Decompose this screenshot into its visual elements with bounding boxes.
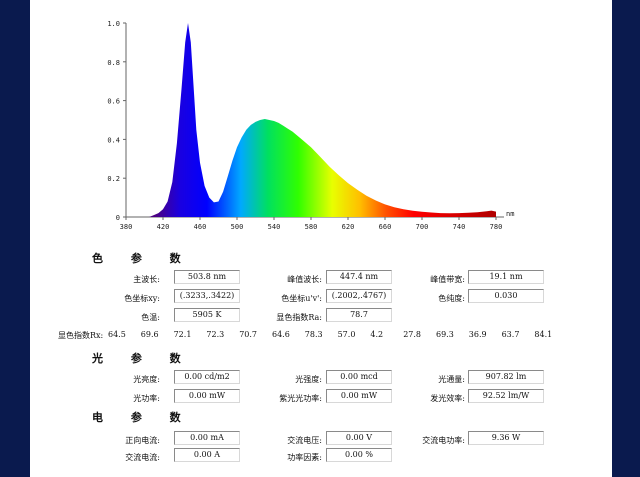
luminance-value: 0.00 cd/m2 <box>174 370 240 384</box>
cri-rx-value: 64.6 <box>272 330 290 339</box>
electric-params-title: 电 参 数 <box>92 411 193 424</box>
color-purity-value: 0.030 <box>468 289 544 303</box>
peak-bandwidth-label: 峰值带宽: <box>430 275 465 284</box>
x-tick-label: 420 <box>157 223 170 231</box>
x-tick-label: 780 <box>490 223 503 231</box>
cri-rx-value: 78.3 <box>304 330 323 339</box>
cri-ra-label: 显色指数Ra: <box>276 313 322 322</box>
cri-rx-value: 69.3 <box>436 330 454 339</box>
light-params-title: 光 参 数 <box>92 352 193 365</box>
cri-rx-value: 63.7 <box>501 330 520 339</box>
y-tick-label: 0.8 <box>107 59 120 67</box>
uv-power-value: 0.00 mW <box>326 389 392 403</box>
ac-voltage-value: 0.00 V <box>326 431 392 445</box>
optical-power-value: 0.00 mW <box>174 389 240 403</box>
ac-power-value: 9.36 W <box>468 431 544 445</box>
chromaticity-uv-value: (.2002,.4767) <box>326 289 392 303</box>
y-tick-label: 1.0 <box>107 20 120 28</box>
ac-current-label: 交流电流: <box>125 453 160 462</box>
luminance-label: 光亮度: <box>133 375 160 384</box>
y-tick-label: 0 <box>116 214 120 222</box>
forward-current-value: 0.00 mA <box>174 431 240 445</box>
cri-rx-value: 69.6 <box>140 330 159 339</box>
ac-current-value: 0.00 A <box>174 448 240 462</box>
cri-rx-value: 36.9 <box>468 330 487 339</box>
forward-current-label: 正向电流: <box>125 436 160 445</box>
dominant-wavelength-label: 主波长: <box>133 275 160 284</box>
peak-wavelength-label: 峰值波长: <box>287 275 322 284</box>
x-tick-label: 540 <box>268 223 281 231</box>
uv-power-label: 紫光光功率: <box>279 394 322 403</box>
cri-ra-value: 78.7 <box>326 308 392 322</box>
peak-wavelength-value: 447.4 nm <box>326 270 392 284</box>
luminous-efficacy-label: 发光效率: <box>430 394 465 403</box>
ac-power-label: 交流电功率: <box>422 436 465 445</box>
peak-bandwidth-value: 19.1 nm <box>468 270 544 284</box>
x-tick-label: 700 <box>416 223 429 231</box>
chromaticity-uv-label: 色坐标u'v': <box>281 294 322 303</box>
optical-power-label: 光功率: <box>133 394 160 403</box>
y-tick-label: 0.6 <box>107 98 120 106</box>
cri-rx-value: 84.1 <box>534 330 553 339</box>
luminous-flux-value: 907.82 lm <box>468 370 544 384</box>
color-purity-label: 色纯度: <box>438 294 465 303</box>
x-tick-label: 660 <box>379 223 392 231</box>
x-tick-label: 500 <box>231 223 244 231</box>
cri-rx-value: 57.0 <box>337 330 356 339</box>
power-factor-label: 功率因素: <box>287 453 322 462</box>
cri-rx-value: 27.8 <box>403 330 421 339</box>
x-tick-label: 460 <box>194 223 207 231</box>
chromaticity-xy-value: (.3233,.3422) <box>174 289 240 303</box>
cri-rx-value: 64.5 <box>108 330 126 339</box>
y-tick-label: 0.2 <box>107 175 120 183</box>
x-tick-label: 380 <box>120 223 133 231</box>
luminous-efficacy-value: 92.52 lm/W <box>468 389 544 403</box>
x-tick-label: 580 <box>305 223 318 231</box>
x-tick-label: 740 <box>453 223 466 231</box>
cct-value: 5905 K <box>174 308 240 322</box>
y-tick-label: 0.4 <box>107 136 120 144</box>
dominant-wavelength-value: 503.8 nm <box>174 270 240 284</box>
luminous-flux-label: 光通量: <box>438 375 465 384</box>
power-factor-value: 0.00 % <box>326 448 392 462</box>
intensity-label: 光强度: <box>295 375 322 384</box>
cri-rx-value: 72.3 <box>206 330 225 339</box>
spectrum-chart: 380 420 460 500 540 580 620 660 700 740 780 0 0.2 0.4… <box>107 20 514 231</box>
cri-rx-value: 4.2 <box>370 330 384 339</box>
chromaticity-xy-label: 色坐标xy: <box>124 294 160 303</box>
cct-label: 色温: <box>141 313 160 322</box>
report-panel: 380 420 460 500 540 580 620 660 700 740 780 0 0.2 0.4… <box>30 0 612 477</box>
ac-voltage-label: 交流电压: <box>287 436 322 445</box>
cri-rx-value: 72.1 <box>173 330 192 339</box>
cri-rx-value: 70.7 <box>239 330 257 339</box>
intensity-value: 0.00 mcd <box>326 370 392 384</box>
x-unit-label: nm <box>506 210 514 218</box>
spectrum-curve <box>149 23 496 217</box>
color-params-title: 色 参 数 <box>92 252 193 265</box>
x-tick-label: 620 <box>342 223 355 231</box>
cri-rx-label: 显色指数Rx: <box>58 331 104 340</box>
